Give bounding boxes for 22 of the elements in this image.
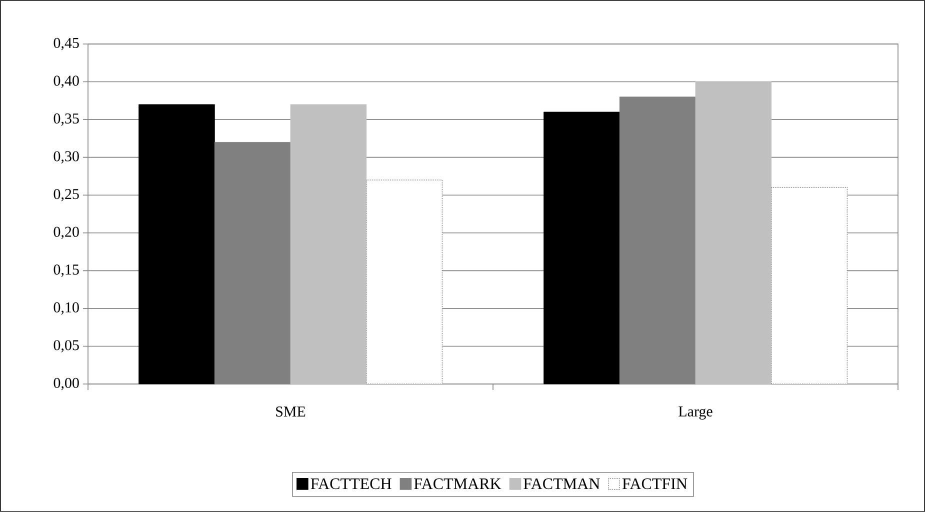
y-tick-label: 0,30 xyxy=(54,151,79,164)
y-tick-label: 0,45 xyxy=(54,38,79,50)
y-tick-label: 0,15 xyxy=(54,264,79,277)
y-tick-label: 0,10 xyxy=(54,302,79,315)
y-tick-label: 0,25 xyxy=(54,188,79,202)
bar xyxy=(290,104,367,384)
bar xyxy=(138,104,215,384)
y-tick-label: 0,20 xyxy=(54,226,79,240)
y-tick-label: 0,35 xyxy=(54,113,79,126)
bar xyxy=(544,112,620,384)
x-tick-label: Large xyxy=(678,406,712,420)
bar xyxy=(214,142,291,384)
x-tick-label: SME xyxy=(276,406,306,417)
legend-label: FACTTECH xyxy=(310,478,392,490)
legend-label: FACTMARK xyxy=(414,478,502,490)
y-tick-label: 0,05 xyxy=(54,340,79,352)
legend-label: FACTFIN xyxy=(622,478,688,490)
bar xyxy=(695,82,772,384)
y-tick-label: 0,40 xyxy=(54,76,79,88)
legend-label: FACTMAN xyxy=(524,478,600,490)
bar xyxy=(619,96,696,384)
y-tick-label: 0,00 xyxy=(54,378,79,390)
